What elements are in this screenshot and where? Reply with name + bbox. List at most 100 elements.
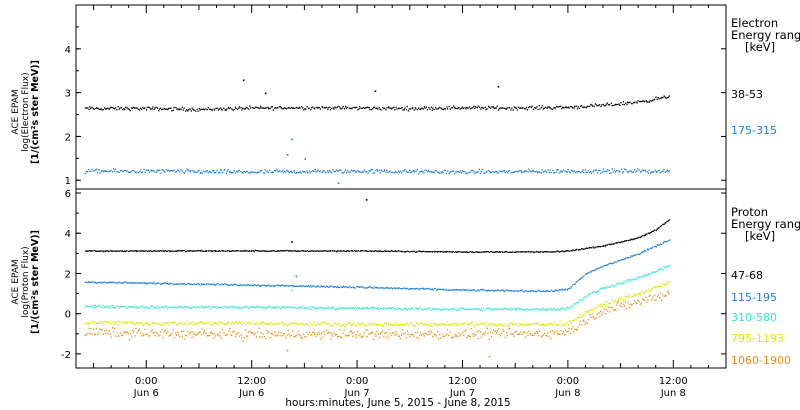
data-point xyxy=(116,109,118,111)
data-point xyxy=(639,252,642,255)
data-point xyxy=(442,309,445,311)
data-point xyxy=(291,250,293,252)
data-point xyxy=(272,249,274,252)
data-point xyxy=(362,106,365,109)
data-point xyxy=(353,287,355,289)
data-point xyxy=(383,169,386,171)
top-ylabel-line: [1/(cm²s ster MeV)] xyxy=(30,60,41,164)
data-point xyxy=(544,106,547,108)
data-point xyxy=(620,102,622,104)
data-point xyxy=(326,323,328,325)
data-point xyxy=(518,170,520,172)
data-point xyxy=(519,308,521,310)
data-point xyxy=(509,308,511,310)
data-point xyxy=(444,323,447,325)
data-point xyxy=(486,326,488,328)
data-point xyxy=(406,322,408,324)
data-point xyxy=(491,251,493,253)
data-point xyxy=(121,169,123,172)
data-point xyxy=(583,297,585,299)
data-point xyxy=(322,106,324,108)
data-point xyxy=(604,313,607,315)
data-point xyxy=(308,307,311,309)
data-point xyxy=(461,106,464,108)
data-point xyxy=(624,301,627,303)
data-point xyxy=(183,172,185,174)
data-point xyxy=(295,285,297,287)
data-point xyxy=(171,332,173,334)
data-point xyxy=(247,322,249,324)
data-point xyxy=(114,168,117,170)
data-point xyxy=(135,282,137,284)
data-point xyxy=(190,283,192,285)
data-point xyxy=(605,264,608,267)
data-point xyxy=(635,253,638,256)
data-point xyxy=(246,284,249,286)
data-point xyxy=(355,325,358,327)
data-point xyxy=(592,316,594,318)
data-point xyxy=(376,107,378,109)
data-point xyxy=(351,324,353,326)
data-point xyxy=(663,95,665,97)
data-point xyxy=(611,284,613,286)
data-point xyxy=(564,309,566,311)
data-point xyxy=(622,282,624,285)
data-point xyxy=(650,231,653,233)
data-point xyxy=(664,266,666,269)
data-point xyxy=(596,304,598,306)
data-point xyxy=(666,290,669,293)
data-point xyxy=(508,170,511,172)
data-point xyxy=(659,172,661,174)
data-point xyxy=(577,106,579,108)
data-point xyxy=(657,227,659,229)
data-point xyxy=(358,171,360,173)
data-point xyxy=(520,170,522,172)
data-point xyxy=(221,108,223,111)
data-point xyxy=(573,331,575,333)
data-point xyxy=(624,257,626,259)
data-point xyxy=(439,309,441,311)
data-point xyxy=(205,332,207,334)
data-point xyxy=(106,281,108,284)
data-point xyxy=(109,307,111,309)
data-point xyxy=(660,225,663,227)
data-point xyxy=(193,250,195,252)
data-point xyxy=(541,335,544,337)
data-point xyxy=(272,323,275,325)
data-point xyxy=(429,324,431,326)
data-point xyxy=(265,337,267,340)
proton-legend-item: 310-580 xyxy=(731,311,777,324)
data-point xyxy=(623,103,625,106)
data-point xyxy=(632,294,635,296)
data-point xyxy=(601,104,603,106)
data-point xyxy=(282,323,285,325)
data-point xyxy=(177,169,179,171)
data-point xyxy=(624,240,626,242)
data-point xyxy=(623,240,626,242)
data-point xyxy=(241,109,243,111)
data-point xyxy=(342,323,344,325)
data-point xyxy=(567,169,569,171)
data-point xyxy=(304,307,306,309)
data-point xyxy=(403,251,405,253)
data-point xyxy=(260,322,262,325)
electron-ytick-label: 4 xyxy=(65,45,71,56)
data-point xyxy=(421,287,423,289)
data-point xyxy=(487,251,489,253)
data-point xyxy=(325,250,327,252)
data-point xyxy=(560,324,562,327)
data-point xyxy=(147,307,149,309)
data-point xyxy=(196,250,198,252)
data-point xyxy=(513,290,515,293)
data-point xyxy=(95,108,97,110)
data-point xyxy=(144,171,146,174)
data-point xyxy=(91,306,94,309)
data-point xyxy=(372,338,375,340)
data-point xyxy=(293,170,295,172)
data-point xyxy=(573,170,575,173)
data-point xyxy=(389,287,392,289)
data-point xyxy=(259,170,261,172)
data-point xyxy=(262,107,264,109)
data-point xyxy=(319,250,321,252)
data-point xyxy=(436,324,438,326)
